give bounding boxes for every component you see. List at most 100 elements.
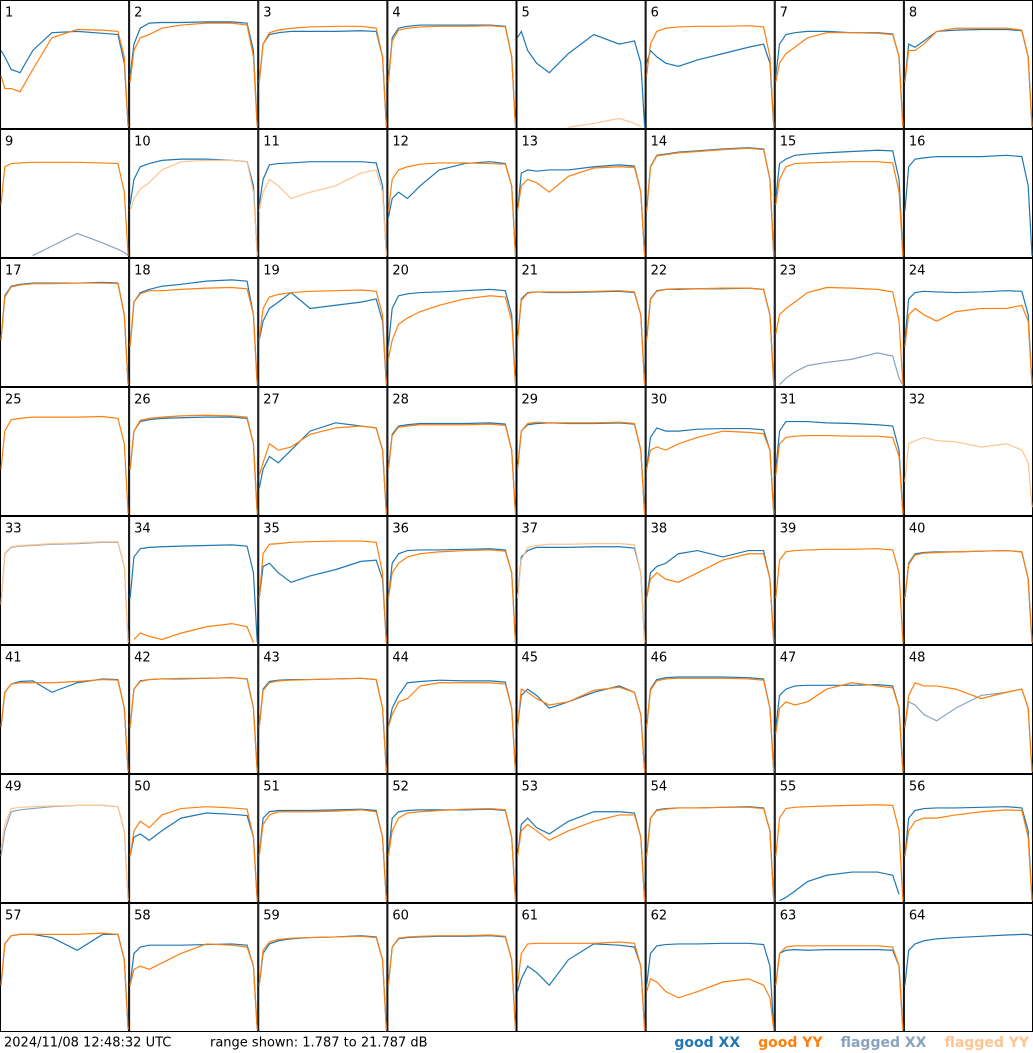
spectrum-line bbox=[516, 943, 646, 1030]
spectrum-line bbox=[258, 291, 387, 385]
panel: 35 bbox=[258, 516, 388, 645]
panel-label: 43 bbox=[263, 651, 280, 666]
range-note: range shown: 1.787 to 21.787 dB bbox=[210, 1036, 428, 1051]
panel-frame bbox=[387, 258, 517, 387]
panel-label: 56 bbox=[909, 780, 926, 795]
spectrum-line bbox=[646, 147, 775, 256]
panel: 13 bbox=[516, 129, 646, 258]
panel-frame bbox=[129, 387, 259, 516]
panel: 23 bbox=[774, 258, 904, 387]
spectrum-line bbox=[133, 622, 254, 643]
panel-label: 25 bbox=[5, 393, 22, 408]
panel-frame bbox=[516, 774, 646, 903]
spectrum-line bbox=[775, 945, 904, 1030]
panel-frame bbox=[645, 774, 775, 903]
panel: 9 bbox=[0, 129, 130, 258]
spectrum-line bbox=[775, 30, 904, 127]
spectrum-line bbox=[646, 806, 775, 901]
spectrum-line bbox=[516, 422, 646, 514]
panel-frame bbox=[774, 387, 904, 516]
spectrum-line bbox=[129, 943, 258, 1030]
spectrum-line bbox=[646, 942, 775, 1030]
panel: 27 bbox=[258, 387, 388, 516]
panel-frame bbox=[774, 258, 904, 387]
panel-frame bbox=[774, 903, 904, 1032]
panel: 47 bbox=[774, 645, 904, 774]
spectrum-line bbox=[775, 161, 904, 256]
spectrum-line bbox=[516, 546, 646, 643]
spectrum-line bbox=[516, 166, 646, 256]
spectrum-line bbox=[258, 422, 387, 514]
spectrum-line bbox=[0, 932, 129, 1030]
panel: 49 bbox=[0, 774, 130, 903]
panel: 57 bbox=[0, 903, 130, 1032]
legend-entry: flagged XX bbox=[841, 1035, 927, 1051]
spectrum-line bbox=[775, 32, 904, 127]
panel-label: 39 bbox=[780, 522, 797, 537]
panel-label: 48 bbox=[909, 651, 926, 666]
panel: 25 bbox=[0, 387, 130, 516]
panel-label: 27 bbox=[263, 393, 280, 408]
panel: 5 bbox=[516, 0, 646, 129]
panel-frame bbox=[774, 516, 904, 645]
spectrum-line bbox=[387, 288, 517, 385]
spectrum-line bbox=[904, 688, 1033, 772]
panel: 14 bbox=[645, 129, 775, 258]
spectrum-line bbox=[129, 279, 258, 385]
spectrum-line bbox=[904, 549, 1033, 643]
spectrum-line bbox=[258, 559, 387, 643]
panel: 1 bbox=[0, 0, 130, 129]
panel-label: 1 bbox=[5, 6, 13, 21]
spectrum-line bbox=[0, 678, 129, 772]
spectrum-line bbox=[387, 295, 517, 385]
spectrum-line bbox=[129, 286, 258, 385]
panel: 34 bbox=[129, 516, 259, 645]
spectrum-line bbox=[775, 286, 904, 385]
panel-frame bbox=[129, 129, 259, 258]
panel-label: 64 bbox=[909, 909, 926, 924]
panel-frame bbox=[258, 129, 388, 258]
spectrum-line bbox=[129, 943, 258, 1030]
panel-frame bbox=[0, 129, 130, 258]
panel: 61 bbox=[516, 903, 646, 1032]
panel: 48 bbox=[903, 645, 1033, 774]
panel: 28 bbox=[387, 387, 517, 516]
panel: 12 bbox=[387, 129, 517, 258]
panel: 21 bbox=[516, 258, 646, 387]
panel-label: 3 bbox=[263, 6, 271, 21]
spectrum-line bbox=[568, 117, 642, 128]
spectrum-line bbox=[387, 549, 517, 643]
panel-frame bbox=[516, 0, 646, 129]
spectrum-line bbox=[129, 812, 258, 901]
panel-label: 18 bbox=[134, 264, 151, 279]
panel-label: 16 bbox=[909, 135, 926, 150]
spectrum-line bbox=[516, 290, 646, 385]
spectrum-line bbox=[387, 423, 517, 514]
panel-frame bbox=[387, 903, 517, 1032]
panel-frame bbox=[387, 774, 517, 903]
spectrum-line bbox=[0, 541, 129, 643]
spectrum-line bbox=[0, 282, 129, 385]
panel: 52 bbox=[387, 774, 517, 903]
panel-label: 34 bbox=[134, 522, 151, 537]
panel-label: 59 bbox=[263, 909, 280, 924]
panel-label: 12 bbox=[392, 135, 409, 150]
spectrum-line bbox=[646, 147, 775, 256]
panel-frame bbox=[0, 258, 130, 387]
spectrum-line bbox=[646, 806, 775, 901]
spectrum-line bbox=[904, 436, 1033, 508]
panel-frame bbox=[129, 0, 259, 129]
panel-label: 36 bbox=[392, 522, 409, 537]
spectrum-line bbox=[779, 352, 904, 386]
panel-frame bbox=[516, 258, 646, 387]
spectrum-line bbox=[646, 676, 775, 772]
panel-label: 41 bbox=[5, 651, 22, 666]
panel: 62 bbox=[645, 903, 775, 1032]
panel-label: 45 bbox=[522, 651, 539, 666]
panel: 44 bbox=[387, 645, 517, 774]
panel-label: 58 bbox=[134, 909, 151, 924]
panel-frame bbox=[516, 516, 646, 645]
spectrum-line bbox=[0, 804, 129, 901]
panel-label: 28 bbox=[392, 393, 409, 408]
spectrum-line bbox=[258, 161, 387, 256]
